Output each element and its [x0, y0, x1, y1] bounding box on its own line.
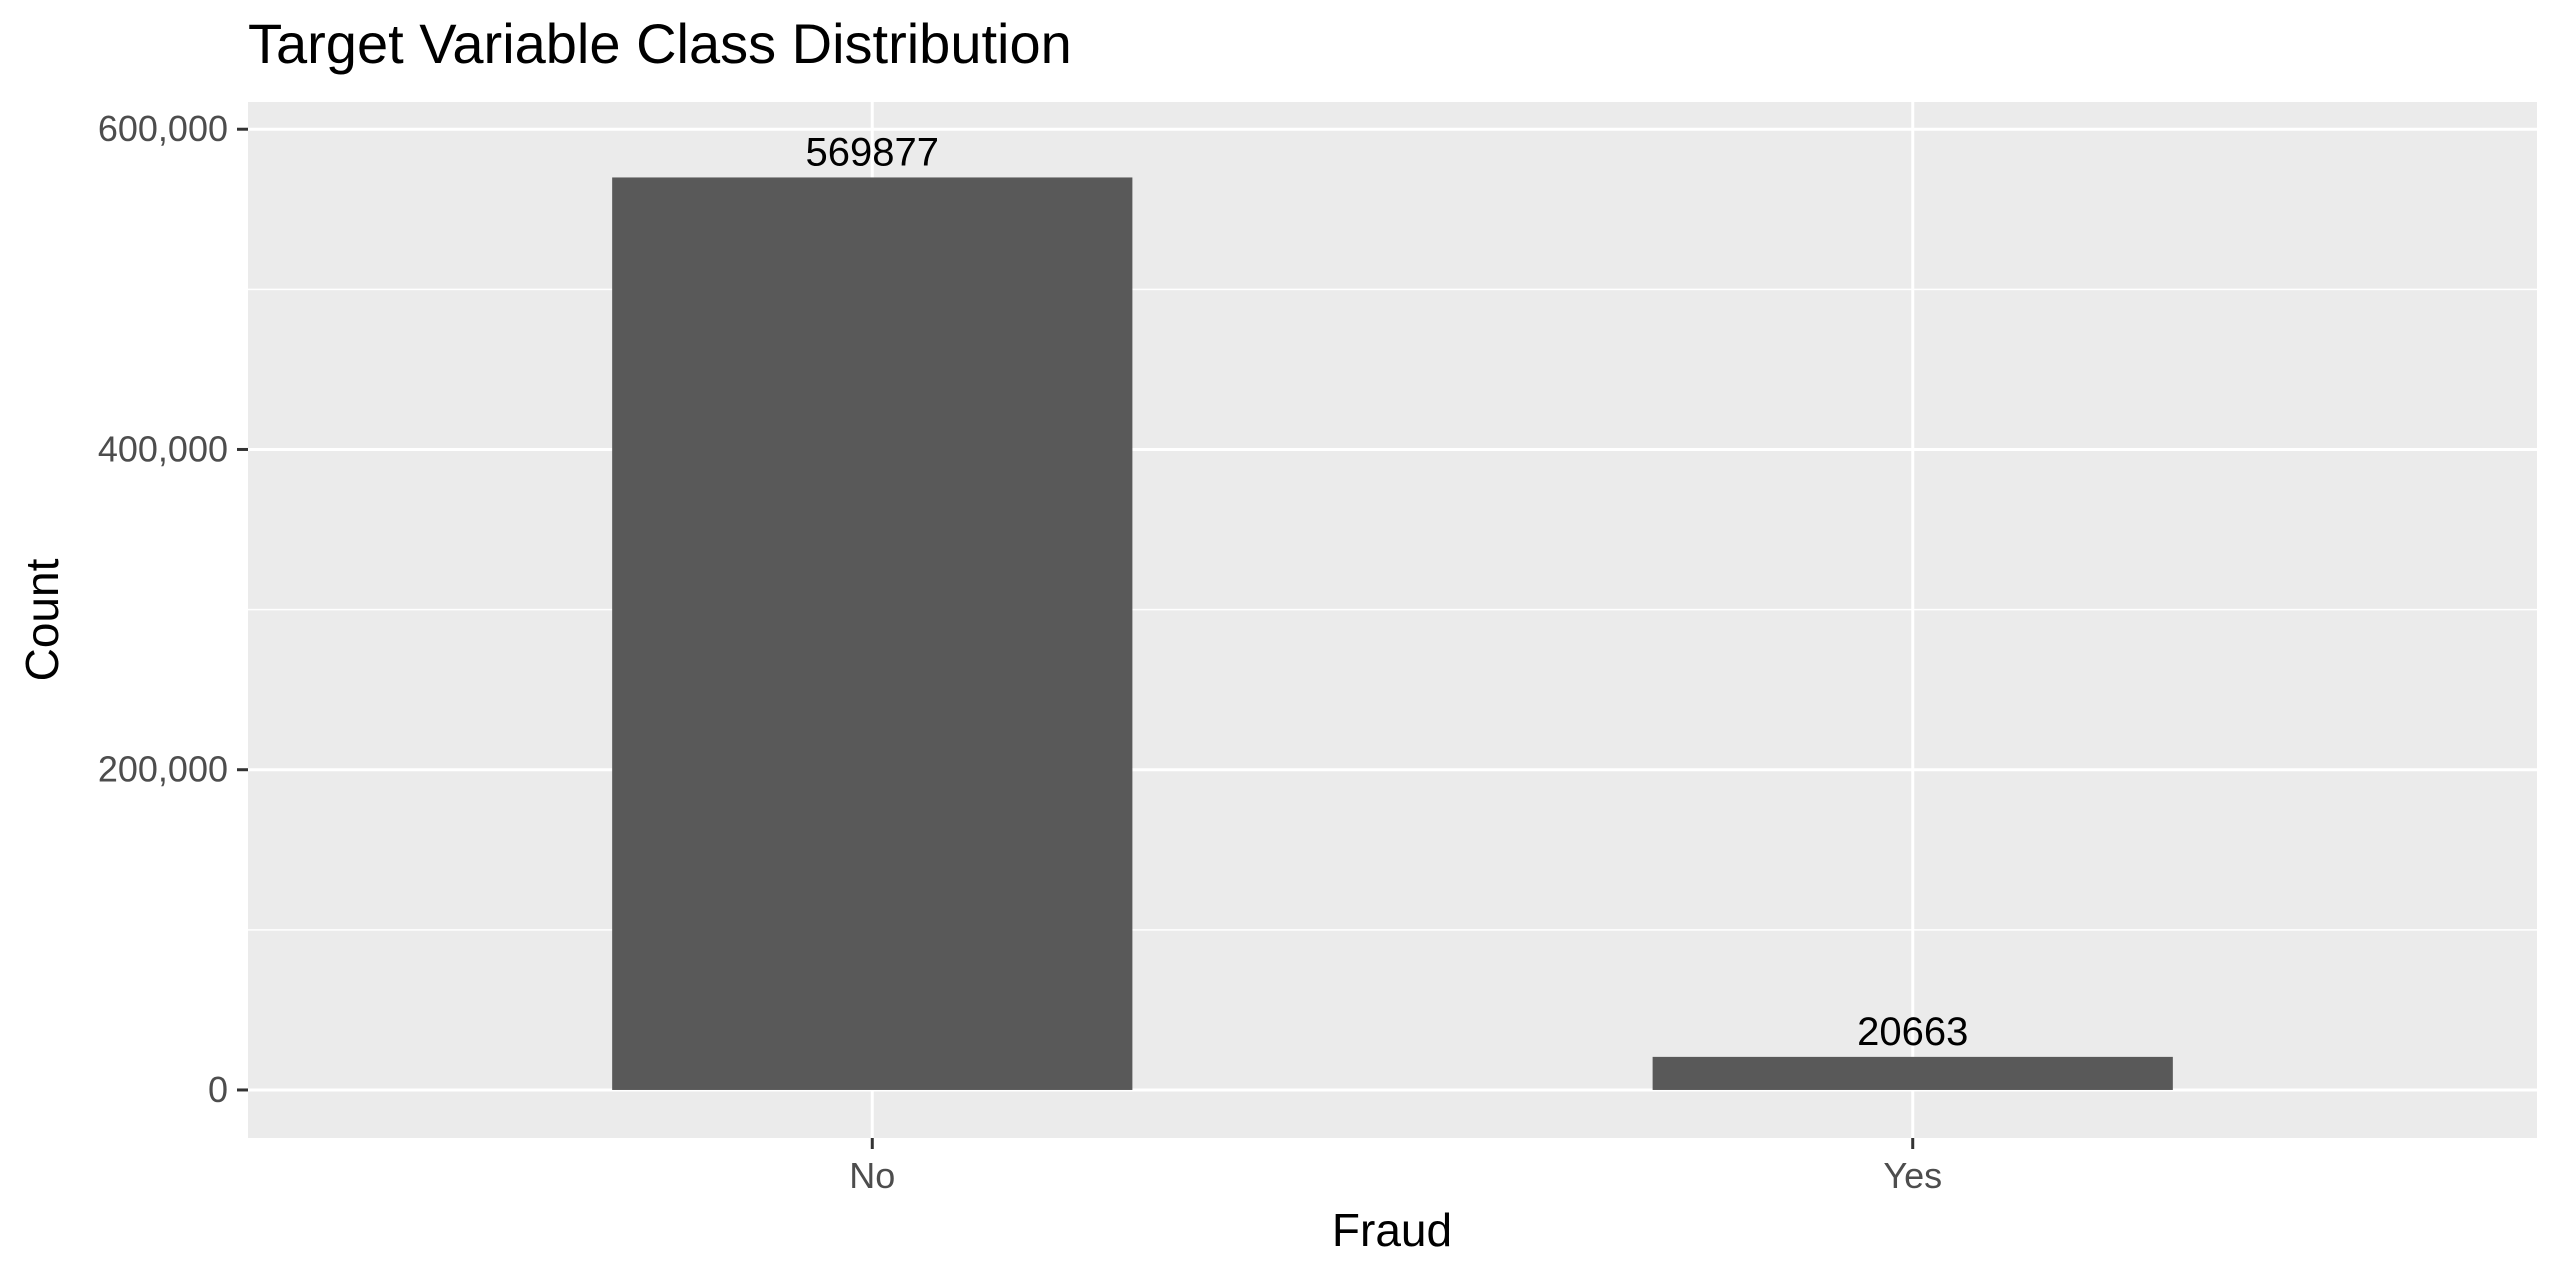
y-tick-label-1: 200,000 — [98, 749, 228, 790]
data-labels: 569877 20663 — [806, 130, 1969, 1053]
x-axis-title: Fraud — [1332, 1204, 1452, 1256]
x-tick-label-yes: Yes — [1883, 1155, 1942, 1196]
bar-no — [612, 177, 1133, 1090]
data-label-yes: 20663 — [1857, 1010, 1968, 1054]
data-label-no: 569877 — [806, 130, 939, 174]
x-tick-label-no: No — [849, 1155, 895, 1196]
chart-title: Target Variable Class Distribution — [248, 12, 1072, 75]
y-tick-label-3: 600,000 — [98, 108, 228, 149]
plot-panel — [248, 102, 2537, 1138]
y-axis-title: Count — [16, 558, 68, 681]
y-tick-label-0: 0 — [208, 1069, 228, 1110]
y-tick-label-2: 400,000 — [98, 428, 228, 469]
bars — [612, 177, 2173, 1090]
y-axis: 0 200,000 400,000 600,000 — [98, 108, 248, 1110]
x-axis: No Yes — [849, 1138, 1942, 1196]
bar-yes — [1652, 1056, 2173, 1090]
